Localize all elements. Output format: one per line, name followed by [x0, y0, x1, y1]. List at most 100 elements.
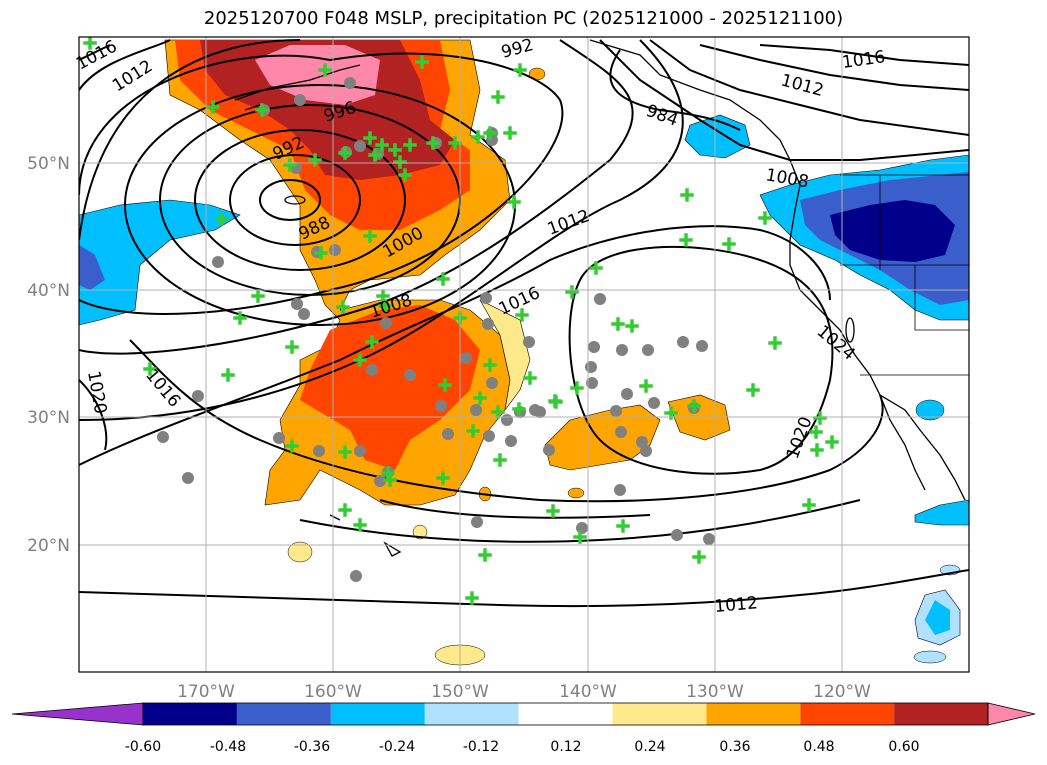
station-cross [768, 336, 782, 350]
map-frame [78, 36, 970, 673]
station-dot [157, 431, 169, 443]
station-cross [365, 335, 379, 349]
station-cross [375, 138, 389, 152]
station-cross [368, 148, 382, 162]
station-dot [486, 377, 498, 389]
station-dot [610, 405, 622, 417]
station-cross [570, 381, 584, 395]
colorbar-extend-high [987, 702, 1036, 726]
chart-title: 2025120700 F048 MSLP, precipitation PC (… [203, 8, 844, 29]
station-dot [586, 377, 598, 389]
station-dot [534, 406, 546, 418]
precip-pos-pink [255, 45, 380, 105]
station-cross [611, 317, 625, 331]
precip-neg-se [914, 499, 969, 526]
colorbar-extend-low [11, 702, 144, 726]
colorbar-tick-labels: -0.60 -0.48 -0.36 -0.24 -0.12 0.12 0.24 … [125, 739, 920, 755]
station-cross [810, 443, 824, 457]
station-dot [482, 318, 494, 330]
station-cross [378, 299, 392, 313]
station-cross [625, 319, 639, 333]
station-cross [825, 435, 839, 449]
station-cross [483, 126, 497, 140]
station-cross [507, 195, 521, 209]
station-cross [336, 300, 350, 314]
precip-neg-sw-mex-core [925, 600, 950, 635]
station-cross [491, 90, 505, 104]
station-cross [436, 272, 450, 286]
station-cross [680, 188, 694, 202]
station-cross [338, 146, 352, 160]
colorbar-segment [612, 703, 707, 725]
isobar-ne-5 [609, 49, 741, 131]
station-cross [285, 340, 299, 354]
station-dot [671, 529, 683, 541]
precip-neg-blob [913, 650, 947, 664]
station-cross [448, 136, 462, 150]
lon-label-140w: 140°W [559, 682, 617, 702]
station-cross [398, 168, 412, 182]
station-cross [465, 591, 479, 605]
station-dot [192, 390, 204, 402]
island [284, 195, 306, 205]
station-cross [283, 158, 297, 172]
station-cross [381, 466, 395, 480]
station-dot [212, 256, 224, 268]
colorbar-segment [518, 703, 613, 725]
station-dot [344, 77, 356, 89]
station-dot [576, 522, 588, 534]
station-cross [143, 362, 157, 376]
station-dot [543, 444, 555, 456]
lat-labels: 50°N 40°N 30°N 20°N [27, 154, 70, 556]
lon-label-170w: 170°W [177, 682, 235, 702]
colorbar-segment [894, 703, 988, 725]
isobar-1008-b [379, 499, 651, 519]
station-cross [233, 311, 247, 325]
isobar-label: 1012 [714, 593, 759, 617]
coastline-west-us [789, 184, 966, 501]
station-dot [523, 336, 535, 348]
station-cross [746, 383, 760, 397]
station-cross [491, 405, 505, 419]
station-cross [546, 504, 560, 518]
station-cross [523, 371, 537, 385]
precip-pos-red-south [300, 305, 480, 470]
precip-neg-west-core [79, 245, 105, 290]
precip-blob [287, 541, 313, 563]
station-cross [639, 379, 653, 393]
colorbar-tick: -0.12 [463, 739, 499, 755]
colorbar-tick: 0.60 [888, 739, 919, 755]
station-cross [513, 63, 527, 77]
isobar-1012-c [299, 499, 861, 543]
island [845, 317, 855, 343]
colorbar-tick: 0.48 [803, 739, 834, 755]
station-dot [648, 397, 660, 409]
station-cross [573, 530, 587, 544]
isobar-984 [259, 179, 321, 221]
station-dot [404, 369, 416, 381]
station-dot [483, 430, 495, 442]
station-dot [677, 336, 689, 348]
station-dot [298, 308, 310, 320]
station-dot [614, 484, 626, 496]
station-dot [616, 344, 628, 356]
colorbar-segment [706, 703, 801, 725]
station-cross [221, 368, 235, 382]
station-cross [809, 425, 823, 439]
colorbar-tick: -0.24 [379, 739, 415, 755]
colorbar-segment [236, 703, 331, 725]
station-dot [588, 341, 600, 353]
precip-neg-pnw-core [830, 200, 955, 262]
station-cross [503, 126, 517, 140]
isobar-1016-a [79, 44, 831, 466]
station-cross [565, 285, 579, 299]
colorbar-tick: -0.48 [210, 739, 246, 755]
station-cross [722, 237, 736, 251]
station-dot [480, 292, 492, 304]
station-dot [636, 436, 648, 448]
station-dot [640, 445, 652, 457]
station-dot [460, 352, 472, 364]
isobar-1016-b [129, 339, 884, 503]
station-cross [664, 406, 678, 420]
station-dot [585, 361, 597, 373]
